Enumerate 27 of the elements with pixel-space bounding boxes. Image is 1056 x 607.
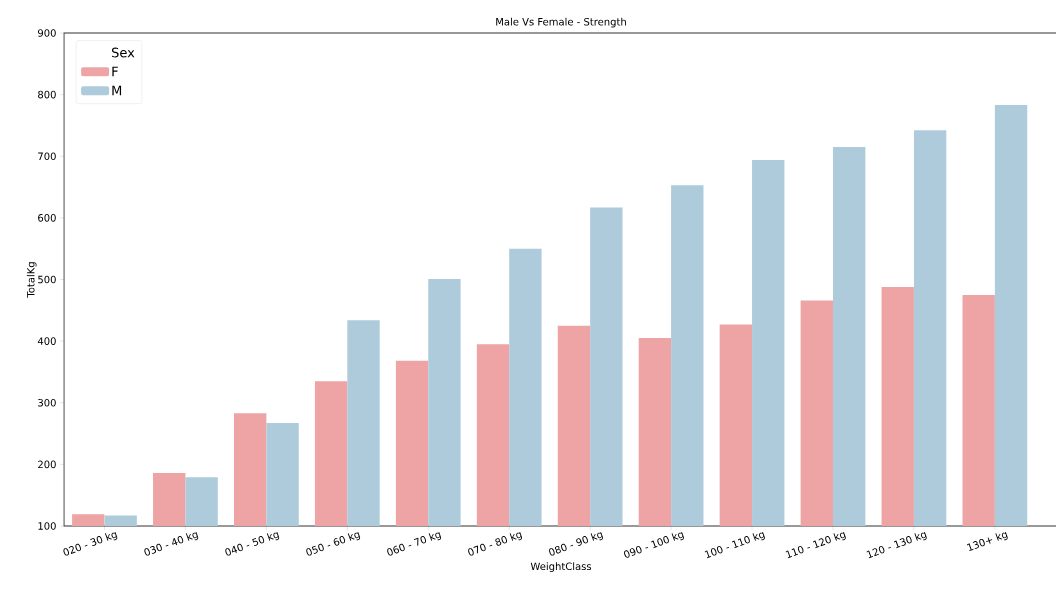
y-tick-label: 400 (37, 337, 56, 345)
y-tick-label: 100 (38, 522, 56, 530)
x-tick-label: 100 - 110 kg (704, 532, 765, 559)
x-tick-label: 080 - 90 kg (549, 532, 603, 556)
x-tick-label: 040 - 50 kg (225, 532, 280, 556)
legend-title: Sex (111, 47, 135, 58)
x-tick-label: 060 - 70 kg (387, 532, 442, 556)
y-tick-label: 300 (38, 398, 56, 407)
x-tick-label: 130+ kg (966, 532, 1008, 552)
x-tick-label: 020 - 30 kg (63, 532, 118, 556)
x-axis-title: WeightClass (530, 562, 592, 573)
x-tick-label: 120 - 130 kg (866, 532, 927, 559)
y-tick-label: 500 (38, 275, 56, 284)
x-tick-label: 110 - 120 kg (785, 532, 846, 559)
legend-label: M (112, 85, 122, 96)
x-tick-label: 030 - 40 kg (144, 532, 199, 556)
y-axis-title: TotalKg (26, 262, 37, 298)
y-tick-label: 700 (38, 152, 56, 161)
y-tick-label: 600 (38, 214, 56, 222)
x-tick-label: 090 - 100 kg (624, 532, 684, 558)
x-tick-label: 050 - 60 kg (306, 532, 361, 556)
chart-title: Male Vs Female - Strength (496, 17, 626, 28)
x-tick-label: 070 - 80 kg (468, 532, 523, 556)
y-tick-label: 800 (38, 90, 56, 99)
y-tick-label: 200 (38, 460, 56, 469)
y-tick-label: 900 (38, 29, 56, 37)
legend-label: F (112, 66, 118, 77)
